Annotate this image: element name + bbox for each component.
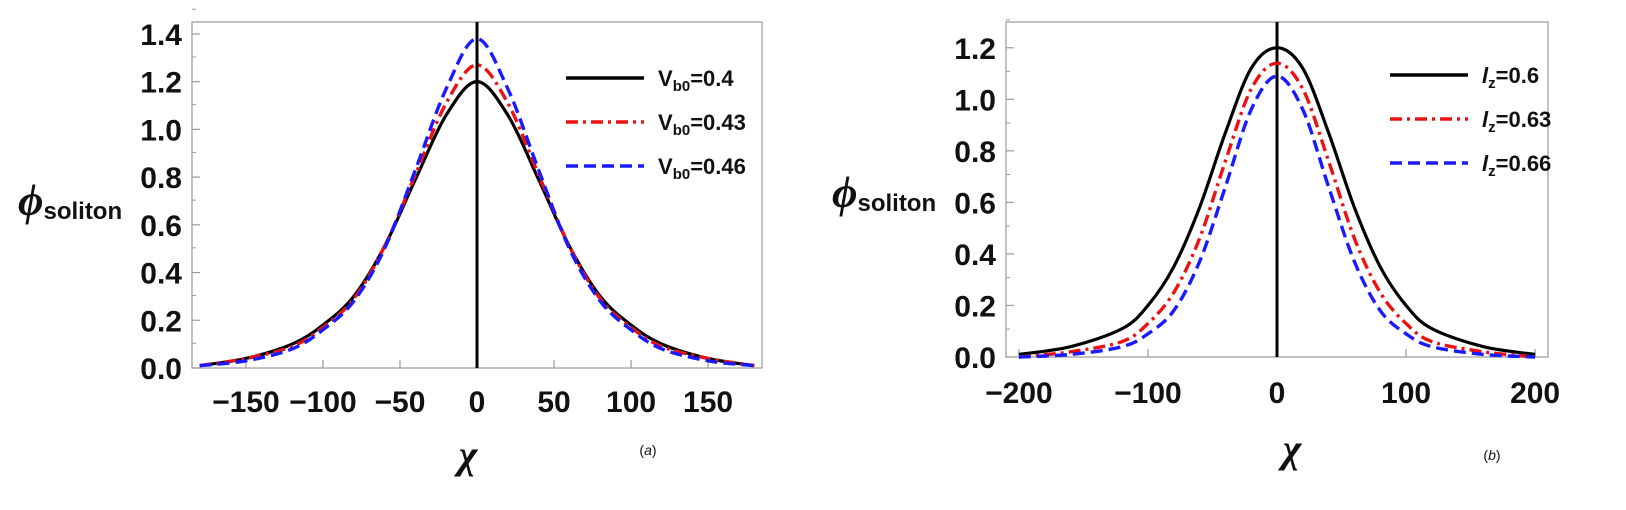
- legend-symbol: V: [658, 66, 673, 91]
- series-line-lz-0-63: [1018, 61, 1536, 359]
- panel-letter: b: [1488, 447, 1496, 463]
- series-line-vb0-0-46: [199, 36, 755, 368]
- legend-value: =0.6: [1496, 63, 1539, 88]
- x-tick-label: −150: [212, 386, 280, 419]
- x-axis-label: χ: [1278, 426, 1303, 471]
- series-line-vb0-0-4: [199, 80, 755, 368]
- y-tick-label: 1.4: [140, 19, 182, 52]
- y-tick-label: 0.8: [954, 136, 996, 169]
- legend-entry: Vb0=0.43: [658, 110, 746, 139]
- panel-paren-open: (: [639, 442, 644, 458]
- y-tick-label: 0.6: [140, 210, 182, 243]
- legend-value: =0.43: [690, 110, 746, 135]
- x-tick-label: 0: [1269, 377, 1286, 410]
- y-tick-label: 0.4: [140, 258, 182, 291]
- legend-entry: Vb0=0.46: [658, 154, 746, 183]
- legend-subscript: b0: [673, 78, 691, 95]
- legend-symbol: V: [658, 110, 673, 135]
- x-axis-label: χ: [454, 432, 479, 477]
- x-tick-label: −100: [1114, 377, 1182, 410]
- y-tick-label: 1.2: [140, 67, 182, 100]
- legend-subscript: z: [1488, 119, 1496, 136]
- legend-symbol: l: [1482, 63, 1489, 88]
- legend-value: =0.66: [1496, 151, 1552, 176]
- series-line-vb0-0-43: [199, 63, 755, 368]
- panel-letter: a: [644, 442, 652, 458]
- y-tick-label: 1.0: [140, 114, 182, 147]
- y-axis-symbol: ϕ: [832, 168, 857, 217]
- legend-entry: lz=0.63: [1482, 107, 1551, 136]
- chart-panel-a: 0.0 0.2 0.4 0.6 0.8 1.0 1.2 1.4 −150 −100 −50 0 50 10…: [18, 8, 763, 477]
- panel-label: (b): [1483, 447, 1500, 463]
- x-tick-label: 150: [683, 386, 733, 419]
- legend-subscript: b0: [673, 166, 691, 183]
- legend-subscript: z: [1488, 163, 1496, 180]
- y-tick-label: 0.0: [954, 342, 996, 375]
- legend-value: =0.4: [690, 66, 734, 91]
- x-tick-label: 200: [1510, 377, 1560, 410]
- legend-entry: Vb0=0.4: [658, 66, 734, 95]
- y-tick-label: 0.6: [954, 187, 996, 220]
- y-axis-subscript: soliton: [857, 190, 936, 217]
- legend-value: =0.46: [690, 154, 746, 179]
- y-tick-label: 0.2: [954, 290, 996, 323]
- y-tick-label: 0.0: [140, 353, 182, 386]
- x-tick-label: 100: [606, 386, 656, 419]
- y-axis-label: ϕsoliton: [832, 168, 936, 217]
- legend-subscript: b0: [673, 122, 691, 139]
- series-line-lz-0-66: [1018, 74, 1536, 359]
- panel-paren-open: (: [1483, 447, 1488, 463]
- x-tick-label: 0: [469, 386, 486, 419]
- y-tick-label: 1.0: [954, 84, 996, 117]
- y-tick-label: 0.4: [954, 239, 996, 272]
- y-tick-label: 0.2: [140, 305, 182, 338]
- x-tick-label: 100: [1381, 377, 1431, 410]
- legend-entry: lz=0.66: [1482, 151, 1551, 180]
- x-tick-label: −100: [289, 386, 357, 419]
- x-tick-label: −200: [985, 377, 1053, 410]
- legend-symbol: l: [1482, 151, 1489, 176]
- legend-symbol: V: [658, 154, 673, 179]
- legend-entry: lz=0.6: [1482, 63, 1539, 92]
- y-axis-label: ϕsoliton: [18, 176, 122, 225]
- y-tick-label: 1.2: [954, 33, 996, 66]
- x-tick-label: 50: [537, 386, 570, 419]
- legend-subscript: z: [1488, 75, 1496, 92]
- chart-panel-b: 0.00.20.40.60.81.01.2−200 −100 0 100 200lz=0…: [832, 19, 1560, 471]
- y-axis-symbol: ϕ: [18, 176, 43, 225]
- legend-symbol: l: [1482, 107, 1489, 132]
- y-axis-subscript: soliton: [43, 198, 122, 225]
- panel-label: (a): [639, 442, 656, 458]
- panel-paren-close: ): [652, 442, 657, 458]
- y-tick-label: 0.8: [140, 162, 182, 195]
- x-tick-label: −50: [375, 386, 426, 419]
- legend-value: =0.63: [1496, 107, 1552, 132]
- series-line-lz-0-6: [1018, 46, 1536, 357]
- panel-paren-close: ): [1496, 447, 1501, 463]
